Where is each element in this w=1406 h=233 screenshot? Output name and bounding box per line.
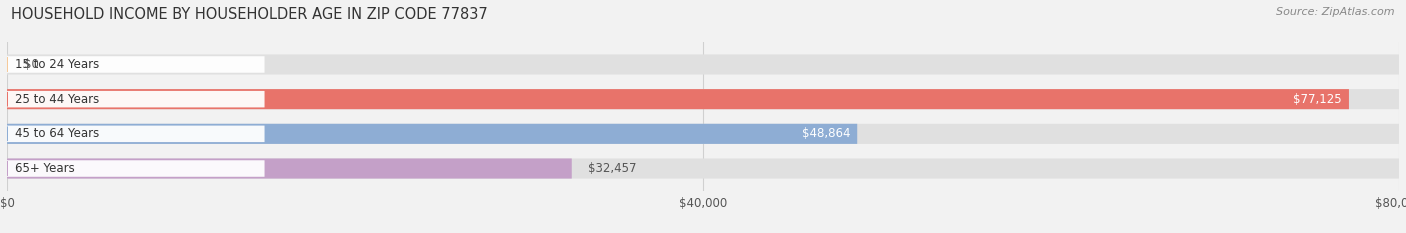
Text: 65+ Years: 65+ Years <box>15 162 75 175</box>
FancyBboxPatch shape <box>7 55 1399 75</box>
FancyBboxPatch shape <box>3 91 264 107</box>
Text: $32,457: $32,457 <box>589 162 637 175</box>
FancyBboxPatch shape <box>3 56 264 73</box>
FancyBboxPatch shape <box>7 124 858 144</box>
Text: $77,125: $77,125 <box>1294 93 1341 106</box>
FancyBboxPatch shape <box>3 126 264 142</box>
Text: HOUSEHOLD INCOME BY HOUSEHOLDER AGE IN ZIP CODE 77837: HOUSEHOLD INCOME BY HOUSEHOLDER AGE IN Z… <box>11 7 488 22</box>
FancyBboxPatch shape <box>7 124 1399 144</box>
Text: $48,864: $48,864 <box>801 127 851 140</box>
FancyBboxPatch shape <box>7 89 1348 109</box>
Text: $0: $0 <box>24 58 38 71</box>
FancyBboxPatch shape <box>7 158 1399 178</box>
FancyBboxPatch shape <box>7 89 1399 109</box>
Text: 15 to 24 Years: 15 to 24 Years <box>15 58 100 71</box>
Text: 45 to 64 Years: 45 to 64 Years <box>15 127 100 140</box>
FancyBboxPatch shape <box>3 160 264 177</box>
Text: Source: ZipAtlas.com: Source: ZipAtlas.com <box>1277 7 1395 17</box>
FancyBboxPatch shape <box>7 158 572 178</box>
Text: 25 to 44 Years: 25 to 44 Years <box>15 93 100 106</box>
